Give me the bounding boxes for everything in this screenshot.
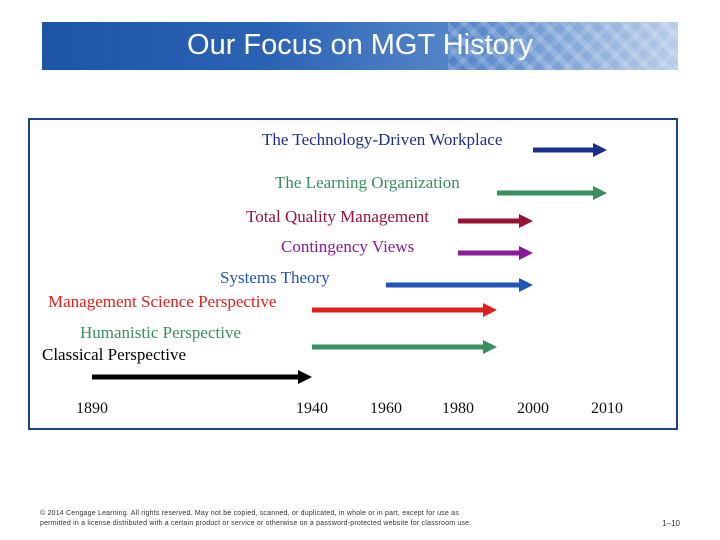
title-bar: Our Focus on MGT History [42, 22, 678, 70]
arrowhead-the-learning-organization [593, 186, 607, 200]
arrowhead-total-quality-management [519, 214, 533, 228]
label-management-science-perspective: Management Science Perspective [48, 292, 276, 311]
tick-label-1890: 1890 [76, 400, 108, 417]
page-number: 1–10 [662, 519, 680, 528]
slide-title: Our Focus on MGT History [187, 29, 533, 61]
tick-label-1980: 1980 [442, 400, 474, 417]
label-contingency-views: Contingency Views [281, 237, 414, 256]
copyright-notice: © 2014 Cengage Learning. All rights rese… [40, 509, 600, 529]
label-total-quality-management: Total Quality Management [246, 207, 429, 226]
tick-label-1960: 1960 [370, 400, 402, 417]
copyright-line-2: permitted in a license distributed with … [40, 520, 472, 527]
arrowhead-the-technology-driven-workplace [593, 143, 607, 157]
label-the-technology-driven-workplace: The Technology-Driven Workplace [262, 130, 502, 149]
label-systems-theory: Systems Theory [220, 268, 330, 287]
arrowhead-classical-perspective [298, 370, 312, 384]
label-the-learning-organization: The Learning Organization [275, 173, 460, 192]
timeline-diagram: The Technology-Driven Workplace The Learn… [28, 118, 678, 430]
tick-label-2010: 2010 [591, 400, 623, 417]
tick-label-1940: 1940 [296, 400, 328, 417]
label-humanistic-perspective: Humanistic Perspective [80, 323, 241, 342]
tick-label-2000: 2000 [517, 400, 549, 417]
title-pattern [448, 22, 678, 70]
arrowhead-humanistic-perspective [483, 340, 497, 354]
copyright-line-1: © 2014 Cengage Learning. All rights rese… [40, 510, 459, 517]
arrowhead-systems-theory [519, 278, 533, 292]
arrowhead-contingency-views [519, 246, 533, 260]
timeline-svg: The Technology-Driven Workplace The Learn… [42, 130, 623, 417]
arrowhead-management-science-perspective [483, 303, 497, 317]
label-classical-perspective: Classical Perspective [42, 345, 186, 364]
